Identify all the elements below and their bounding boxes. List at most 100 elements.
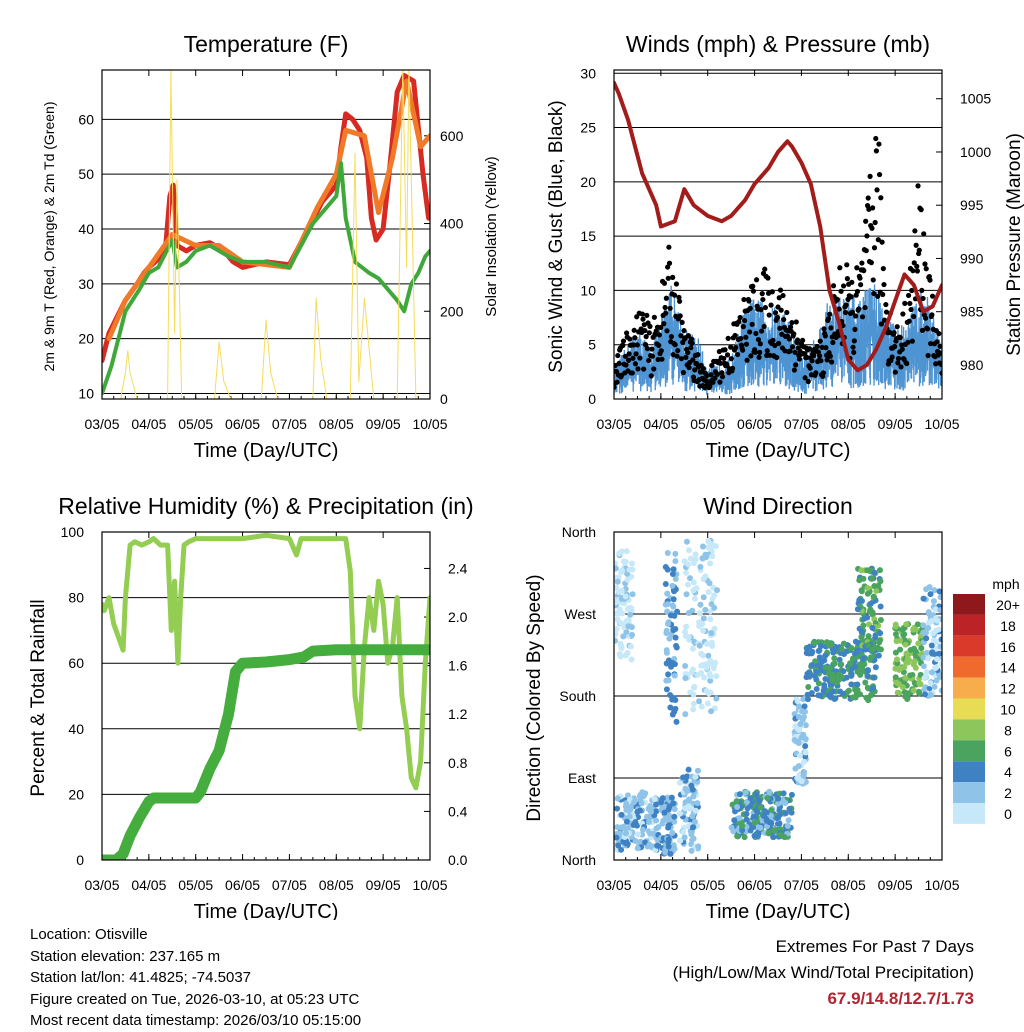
y-tick-label: 25 — [580, 120, 596, 136]
x-tick-label: 10/05 — [412, 416, 447, 432]
gust-point — [678, 356, 685, 362]
gust-point — [792, 349, 798, 355]
direction-point — [664, 794, 671, 801]
direction-point — [671, 806, 678, 813]
gust-point — [879, 239, 885, 245]
gust-point — [849, 279, 855, 285]
direction-point — [826, 670, 833, 677]
gust-point — [724, 352, 731, 358]
gust-point — [658, 324, 664, 331]
y2-tick-label: 0.4 — [448, 803, 468, 819]
y2-tick-label: 0 — [440, 391, 448, 407]
gust-point — [861, 268, 867, 274]
direction-point — [690, 706, 697, 713]
x-tick-label: 05/05 — [690, 416, 725, 432]
direction-point — [911, 679, 918, 686]
y-tick-label: 20 — [78, 331, 94, 347]
gust-point — [616, 360, 622, 367]
direction-point — [802, 722, 809, 729]
gust-point — [677, 313, 683, 319]
gust-point — [718, 360, 724, 366]
gust-point — [873, 148, 880, 154]
x-tick-label: 03/05 — [596, 877, 631, 893]
direction-point — [802, 735, 809, 742]
x-tick-label: 06/05 — [737, 877, 772, 893]
direction-point — [892, 631, 899, 638]
direction-tick-label: West — [564, 606, 596, 622]
gust-point — [622, 353, 628, 359]
direction-point — [817, 692, 824, 699]
y2-tick-label: 980 — [960, 357, 984, 373]
direction-point — [920, 654, 927, 661]
gust-point — [680, 369, 686, 376]
direction-point — [664, 550, 671, 557]
gust-point — [772, 310, 779, 316]
direction-point — [614, 834, 620, 841]
direction-point — [933, 639, 940, 646]
direction-point — [669, 570, 676, 577]
gust-point — [643, 334, 649, 340]
direction-point — [775, 795, 782, 802]
direction-point — [614, 626, 620, 633]
direction-point — [822, 664, 829, 671]
direction-point — [672, 705, 679, 712]
gust-point — [898, 364, 904, 370]
direction-point — [742, 789, 749, 796]
direction-point — [618, 811, 625, 818]
gust-point — [836, 306, 842, 312]
gust-point — [671, 292, 678, 298]
direction-point — [653, 817, 660, 824]
gust-point — [900, 311, 906, 317]
direction-point — [896, 666, 903, 673]
direction-point — [683, 623, 690, 630]
gust-point — [793, 362, 799, 368]
gust-point — [620, 338, 627, 344]
direction-point — [618, 587, 625, 594]
gust-point — [914, 263, 920, 269]
direction-point — [936, 673, 942, 680]
gust-point — [844, 276, 850, 282]
gust-point — [829, 359, 835, 365]
direction-point — [862, 679, 869, 686]
gust-point — [620, 342, 626, 349]
gust-point — [856, 306, 862, 312]
gust-point — [807, 365, 813, 371]
gust-point — [905, 292, 912, 299]
gust-point — [741, 317, 748, 324]
gust-point — [770, 337, 776, 343]
direction-point — [615, 842, 622, 849]
gust-point — [848, 294, 854, 300]
gust-point — [813, 370, 819, 376]
gust-point — [774, 315, 780, 321]
station-info: Location: Otisville Station elevation: 2… — [30, 924, 361, 1032]
direction-point — [893, 679, 900, 686]
direction-point — [672, 550, 679, 557]
direction-point — [622, 593, 629, 600]
direction-point — [665, 843, 672, 850]
direction-point — [743, 799, 750, 806]
gust-point — [841, 283, 847, 289]
gust-point — [878, 321, 885, 327]
direction-point — [815, 647, 822, 654]
direction-point — [708, 708, 715, 715]
direction-point — [622, 652, 629, 659]
direction-point — [681, 558, 688, 565]
direction-point — [708, 629, 715, 636]
gust-point — [852, 326, 858, 332]
colorbar-label: 4 — [1004, 764, 1012, 780]
gust-point — [762, 266, 768, 272]
gust-point — [819, 344, 825, 351]
direction-point — [734, 833, 741, 840]
direction-point — [666, 816, 673, 823]
gust-point — [804, 354, 810, 361]
direction-point — [768, 807, 775, 814]
gust-point — [851, 349, 857, 355]
direction-point — [837, 688, 844, 695]
direction-point — [669, 582, 676, 589]
direction-point — [864, 567, 871, 574]
gust-point — [709, 362, 715, 369]
gust-point — [844, 262, 850, 268]
gust-point — [889, 354, 895, 360]
gust-point — [904, 360, 910, 367]
direction-point — [682, 628, 689, 635]
